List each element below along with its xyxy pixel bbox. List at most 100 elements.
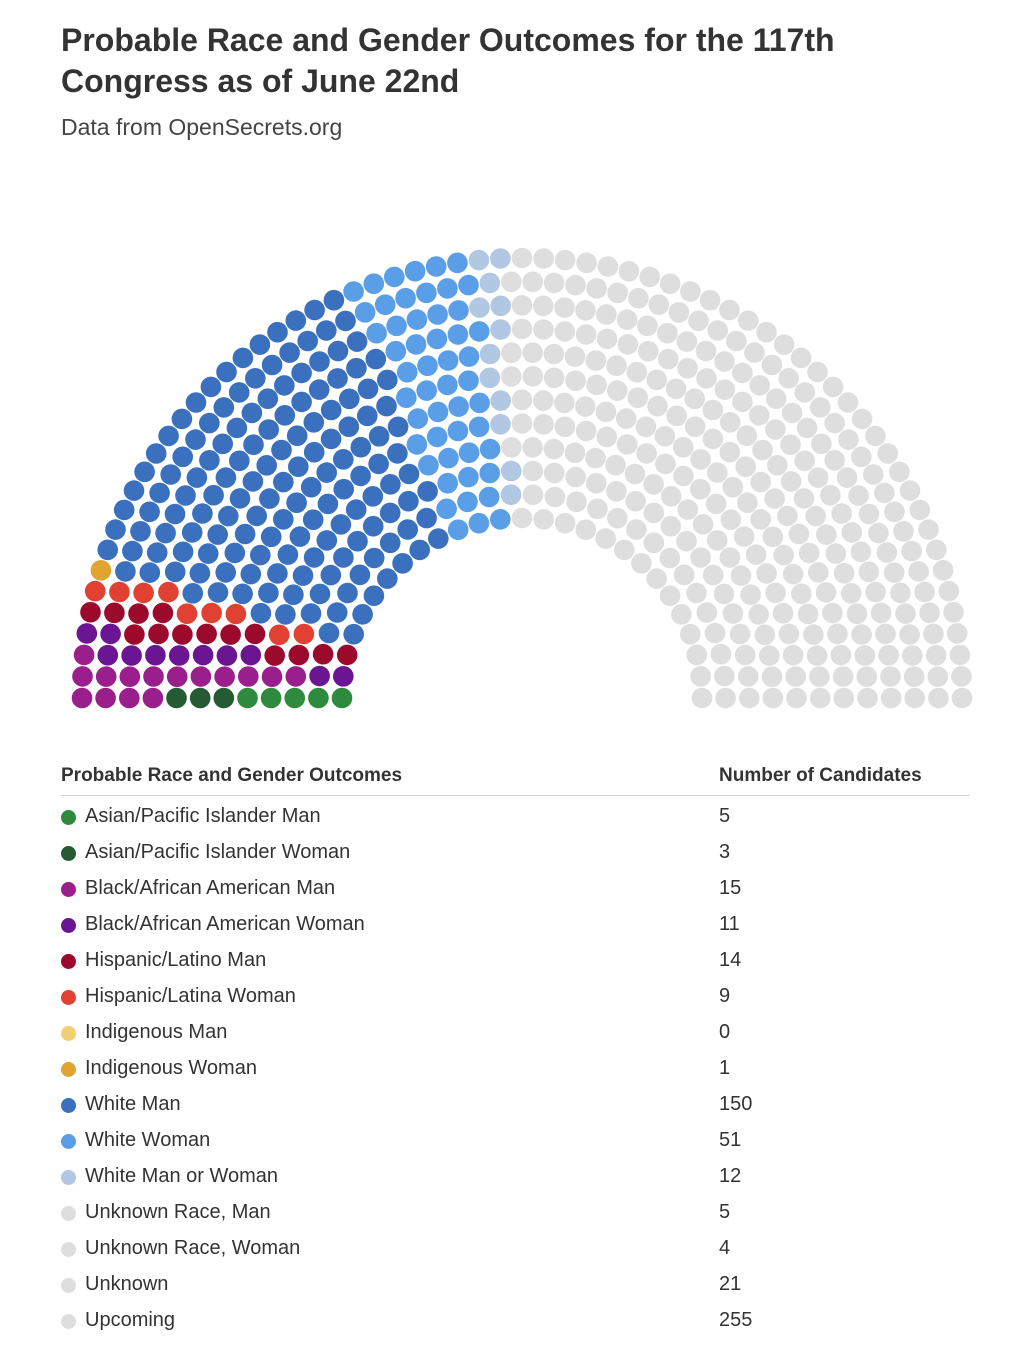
seat-dot [522, 366, 544, 387]
seat-dot [268, 624, 290, 646]
seat-dot [756, 563, 777, 584]
seat-dot [780, 434, 801, 456]
seat-dot [627, 387, 648, 408]
seat-dot [479, 367, 501, 389]
seat-dot [190, 666, 212, 687]
seat-dot [291, 391, 312, 413]
seat-dot [447, 420, 469, 442]
seat-dot [160, 464, 181, 485]
seat-dot [303, 412, 325, 433]
seat-dot [686, 582, 707, 604]
legend-row: Hispanic/Latino Man 14 [61, 944, 970, 980]
seat-dot [119, 687, 140, 709]
seat-dot [794, 450, 815, 472]
seat-dot [331, 687, 353, 709]
seat-dot [303, 441, 325, 463]
seat-dot [171, 408, 193, 430]
seat-dot [228, 382, 250, 403]
seat-dot [267, 321, 288, 343]
seat-dot [238, 666, 259, 687]
seat-dot [782, 644, 804, 666]
seat-dot [719, 441, 741, 463]
seat-dot [673, 564, 695, 586]
seat-dot [404, 260, 426, 282]
seat-dot [215, 467, 237, 488]
seat-dot [350, 436, 372, 458]
seat-dot [713, 583, 735, 605]
seat-dot [745, 544, 767, 565]
seat-dot [398, 463, 420, 485]
seat-dot [883, 562, 905, 583]
seat-dot [739, 687, 760, 709]
seat-dot [806, 645, 828, 666]
seat-dot [543, 367, 565, 389]
seat-dot [901, 540, 922, 562]
seat-dot [418, 454, 439, 476]
seat-dot [128, 603, 149, 624]
legend-count: 1 [719, 1057, 731, 1079]
seat-dot [316, 320, 337, 341]
seat-dot [877, 443, 899, 464]
seat-dot [479, 462, 501, 484]
seat-dot [469, 297, 490, 318]
seat-dot [554, 416, 576, 438]
seat-dot [554, 321, 576, 342]
seat-dot [323, 289, 345, 311]
seat-dot [374, 294, 396, 315]
seat-dot [565, 466, 586, 488]
seat-dot [827, 623, 848, 645]
seat-dot [705, 493, 727, 515]
seat-dot [822, 376, 844, 398]
seat-dot [134, 461, 155, 483]
seat-dot [234, 523, 256, 545]
seat-dot [274, 375, 295, 396]
seat-dot [274, 405, 296, 426]
seat-dot [625, 490, 646, 512]
seat-dot [677, 499, 699, 520]
seat-dot [95, 666, 117, 687]
seat-dot [794, 382, 816, 403]
seat-dot [857, 687, 878, 709]
seat-dot [684, 416, 706, 438]
seat-dot [643, 474, 664, 495]
seat-dot [719, 299, 740, 321]
seat-dot [354, 302, 376, 323]
seat-dot [690, 449, 711, 470]
seat-dot [868, 522, 889, 544]
seat-dot [575, 324, 597, 345]
legend-label: Asian/Pacific Islander Woman [85, 841, 351, 863]
seat-dot [240, 563, 262, 585]
seat-dot [543, 343, 565, 365]
seat-dot [786, 687, 807, 709]
seat-dot [596, 328, 618, 350]
legend-label: Hispanic/Latina Woman [85, 985, 296, 1007]
seat-dot [316, 462, 338, 483]
seat-dot [346, 331, 368, 352]
seat-dot [647, 395, 668, 417]
seat-dot [226, 417, 248, 439]
seat-dot [874, 482, 895, 504]
seat-dot [220, 624, 241, 645]
seat-dot [865, 581, 886, 603]
seat-dot [714, 665, 735, 687]
seat-dot [500, 484, 522, 506]
seat-dot [172, 446, 193, 468]
seat-dot [316, 530, 338, 551]
seat-dot [347, 530, 368, 552]
seat-dot [256, 455, 278, 476]
seat-dot [765, 419, 786, 440]
seat-dot [756, 321, 777, 343]
seat-dot [417, 355, 438, 376]
seat-dot [288, 644, 310, 666]
seat-dot [286, 492, 307, 513]
seat-dot [624, 463, 646, 485]
seat-dot [490, 414, 511, 435]
seat-dot [554, 249, 576, 271]
legend-count: 51 [719, 1129, 742, 1151]
seat-dot [377, 369, 398, 391]
seat-dot [714, 379, 736, 400]
seat-dot [533, 295, 554, 317]
seat-dot [468, 512, 490, 534]
seat-dot [312, 643, 334, 665]
seat-dot [889, 461, 910, 483]
